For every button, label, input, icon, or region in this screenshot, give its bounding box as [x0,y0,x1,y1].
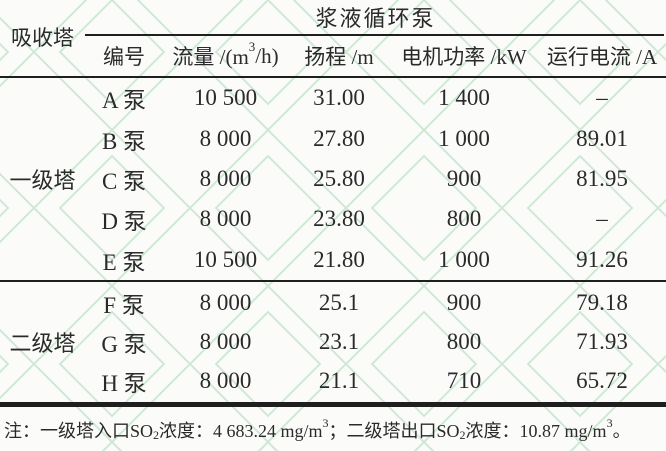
column-header-current: 运行电流 /A [546,45,658,69]
cell-current: 79.18 [576,289,628,315]
rule-under-title [85,34,664,36]
cell-flow: 8 000 [199,368,252,394]
table-footnote: 注：一级塔入口SO 2 浓度：4 683.24 mg/m 3 ；二级塔出口SO 2 浓度：1… [4,412,666,448]
cell-pump-id: E 泵 [102,249,146,275]
table-bottom-rule [0,402,666,407]
cell-current: – [596,206,608,232]
cell-power: 1 400 [438,85,490,111]
footnote-text: 浓度：4 683.24 mg/m [159,421,323,441]
table-title: 浆液循环泵 [315,5,436,31]
footnote-text: ；二级塔出口SO [328,421,460,441]
cell-head: 25.80 [313,165,365,191]
cell-current: 89.01 [576,125,628,151]
column-header-flow-text: 流量 /(m [172,45,249,69]
footnote-text: 。 [612,421,631,441]
cell-flow: 8 000 [199,165,252,191]
tower-label: 一级塔 [9,168,76,193]
cell-flow: 8 000 [199,125,252,151]
column-header-spacer [0,37,85,75]
cell-power: 900 [446,289,482,315]
cell-flow: 10 500 [193,246,258,272]
cell-pump-id: C 泵 [101,168,147,194]
cell-head: 27.80 [313,125,365,151]
cell-pump-id: D 泵 [101,209,147,235]
column-header-id: 编号 [103,45,145,69]
tower-label: 二级塔 [9,330,76,356]
cell-flow: 8 000 [199,289,252,315]
cell-power: 800 [446,206,482,232]
cell-head: 25.1 [318,289,360,315]
cell-power: 1 000 [438,246,490,272]
cell-head: 23.80 [313,206,365,232]
cell-current: 81.95 [576,165,628,191]
table-section-tower-2: 二级塔 F 泵 8 000 25.1 900 79.18 G 泵 8 000 2… [0,283,666,401]
cell-head: 21.80 [313,246,365,272]
cell-pump-id: B 泵 [101,128,147,154]
column-header-head: 扬程 /m [304,45,374,69]
footnote-text: 浓度：10.87 mg/m [465,421,607,441]
cell-current: 71.93 [576,328,628,354]
cell-pump-id: G 泵 [101,331,147,357]
column-header-flow: 流量 /(m 3/h) [163,37,288,75]
cell-head: 31.00 [313,85,365,111]
cell-pump-id: F 泵 [103,292,145,318]
cell-pump-id: A 泵 [101,88,147,114]
cell-power: 710 [446,368,482,394]
cell-flow: 8 000 [199,206,252,232]
column-header-power: 电机功率 /kW [401,45,527,69]
cell-current: 65.72 [576,368,628,394]
cell-power: 900 [446,165,482,191]
cell-flow: 8 000 [199,328,252,354]
cell-flow: 10 500 [193,85,258,111]
table-section-tower-1: 一级塔 A 泵 10 500 31.00 1 400 – B 泵 8 000 2… [0,78,666,280]
column-header-flow-unit-tail: /h) [255,43,279,68]
cell-power: 800 [446,328,482,354]
footnote-text: 注：一级塔入口SO [4,421,154,441]
cell-head: 21.1 [318,368,360,394]
cell-current: – [596,85,608,111]
section-divider-rule [0,280,666,282]
cell-current: 91.26 [576,246,628,272]
cell-power: 1 000 [438,125,490,151]
column-header-row: 编号 流量 /(m 3/h) 扬程 /m 电机功率 /kW 运行电流 /A [0,37,666,75]
cell-head: 23.1 [318,328,360,354]
cell-pump-id: H 泵 [101,371,147,397]
